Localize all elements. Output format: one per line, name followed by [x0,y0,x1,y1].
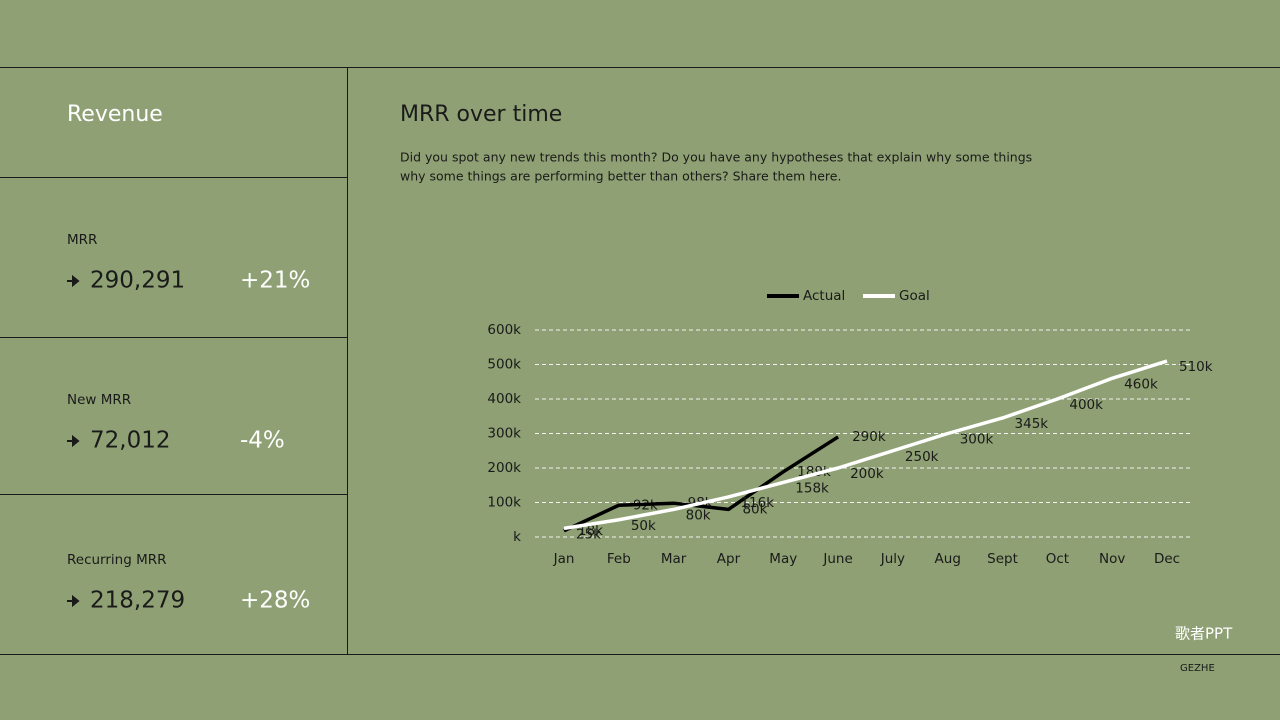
x-tick-label: Dec [1154,551,1180,567]
data-label: 200k [850,466,884,482]
metric-change: +21% [240,268,310,294]
x-tick-label: Sept [987,551,1018,567]
data-label: 80k [742,501,767,517]
watermark: 歌者PPT [1175,625,1233,643]
x-tick-label: Feb [607,551,631,567]
data-label: 510k [1179,359,1213,375]
data-label: 158k [795,480,829,496]
data-label: 116k [740,495,774,511]
x-tick-label: Oct [1046,551,1069,567]
y-tick-label: 200k [487,460,521,476]
subtitle: why some things are performing better th… [400,169,841,184]
x-tick-label: July [880,551,905,567]
x-tick-label: Apr [717,551,741,567]
metric-change: +28% [240,588,310,614]
metric-value: 218,279 [90,588,185,614]
metric-label: MRR [67,232,97,248]
subtitle: Did you spot any new trends this month? … [400,150,1032,165]
legend-label: Goal [899,288,930,304]
x-tick-label: May [769,551,797,567]
data-label: 250k [905,449,939,465]
chart-title: MRR over time [400,102,562,127]
metric-label: Recurring MRR [67,552,167,568]
watermark-sub: GEZHE [1180,663,1215,674]
y-tick-label: 600k [487,322,521,338]
data-label: 290k [852,429,886,445]
y-tick-label: 300k [487,426,521,442]
data-label: 400k [1069,397,1103,413]
y-tick-label: k [513,529,521,545]
data-label: 50k [631,518,656,534]
data-label: 345k [1015,416,1049,432]
data-label: 80k [686,507,711,523]
legend-label: Actual [803,288,845,304]
line-series [563,359,1168,531]
metric-change: -4% [240,428,285,454]
panel-title: Revenue [67,102,163,127]
metric-label: New MRR [67,392,131,408]
x-tick-label: Aug [935,551,961,567]
arrow-icon [67,434,80,448]
x-tick-label: Nov [1099,551,1125,567]
data-label: 25k [576,526,601,542]
x-tick-label: June [822,551,852,567]
x-tick-label: Mar [661,551,687,567]
y-tick-label: 500k [487,357,521,373]
line-series [563,435,840,533]
data-label: 460k [1124,376,1158,392]
x-tick-label: Jan [553,551,575,567]
metric-value: 290,291 [90,268,185,294]
arrow-icon [67,274,80,288]
data-label: 300k [960,432,994,448]
metric-value: 72,012 [90,428,170,454]
y-tick-label: 100k [487,495,521,511]
y-tick-label: 400k [487,391,521,407]
arrow-icon [67,594,80,608]
